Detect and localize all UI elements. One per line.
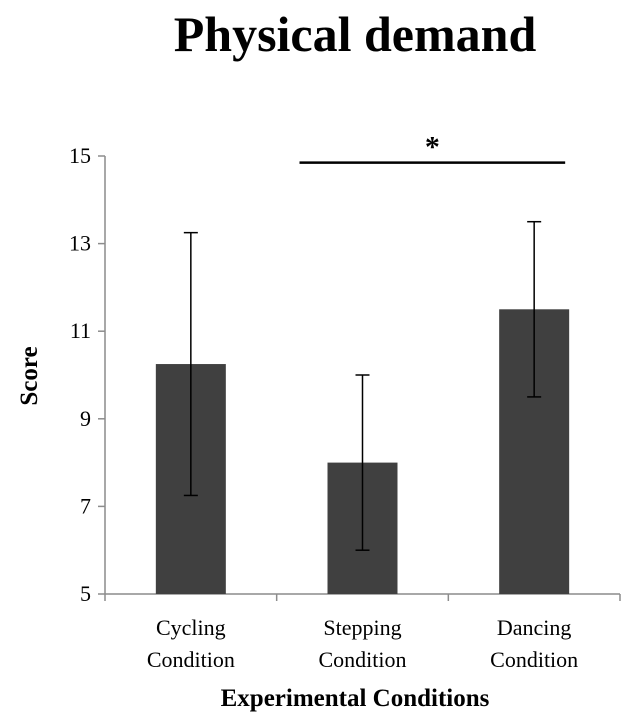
x-tick-label: Cycling bbox=[156, 615, 226, 640]
y-tick-label: 7 bbox=[80, 493, 91, 518]
y-tick-label: 11 bbox=[70, 318, 91, 343]
x-tick-label: Condition bbox=[490, 647, 578, 672]
plot-area: 5 7 9 11 13 15 Cycling Condition Stepping Conditi… bbox=[69, 131, 621, 672]
y-tick-label: 15 bbox=[69, 143, 91, 168]
y-tick-label: 5 bbox=[80, 581, 91, 606]
x-tick-label: Condition bbox=[318, 647, 406, 672]
y-tick-label: 13 bbox=[69, 231, 91, 256]
y-axis-title: Score bbox=[16, 346, 43, 405]
significance-marker: * bbox=[425, 131, 440, 164]
x-axis-title: Experimental Conditions bbox=[221, 685, 490, 712]
chart-title: Physical demand bbox=[174, 6, 537, 62]
x-tick-label: Condition bbox=[147, 647, 235, 672]
y-tick-label: 9 bbox=[80, 406, 91, 431]
x-tick-label: Dancing bbox=[497, 615, 572, 640]
x-tick-label: Stepping bbox=[323, 615, 401, 640]
